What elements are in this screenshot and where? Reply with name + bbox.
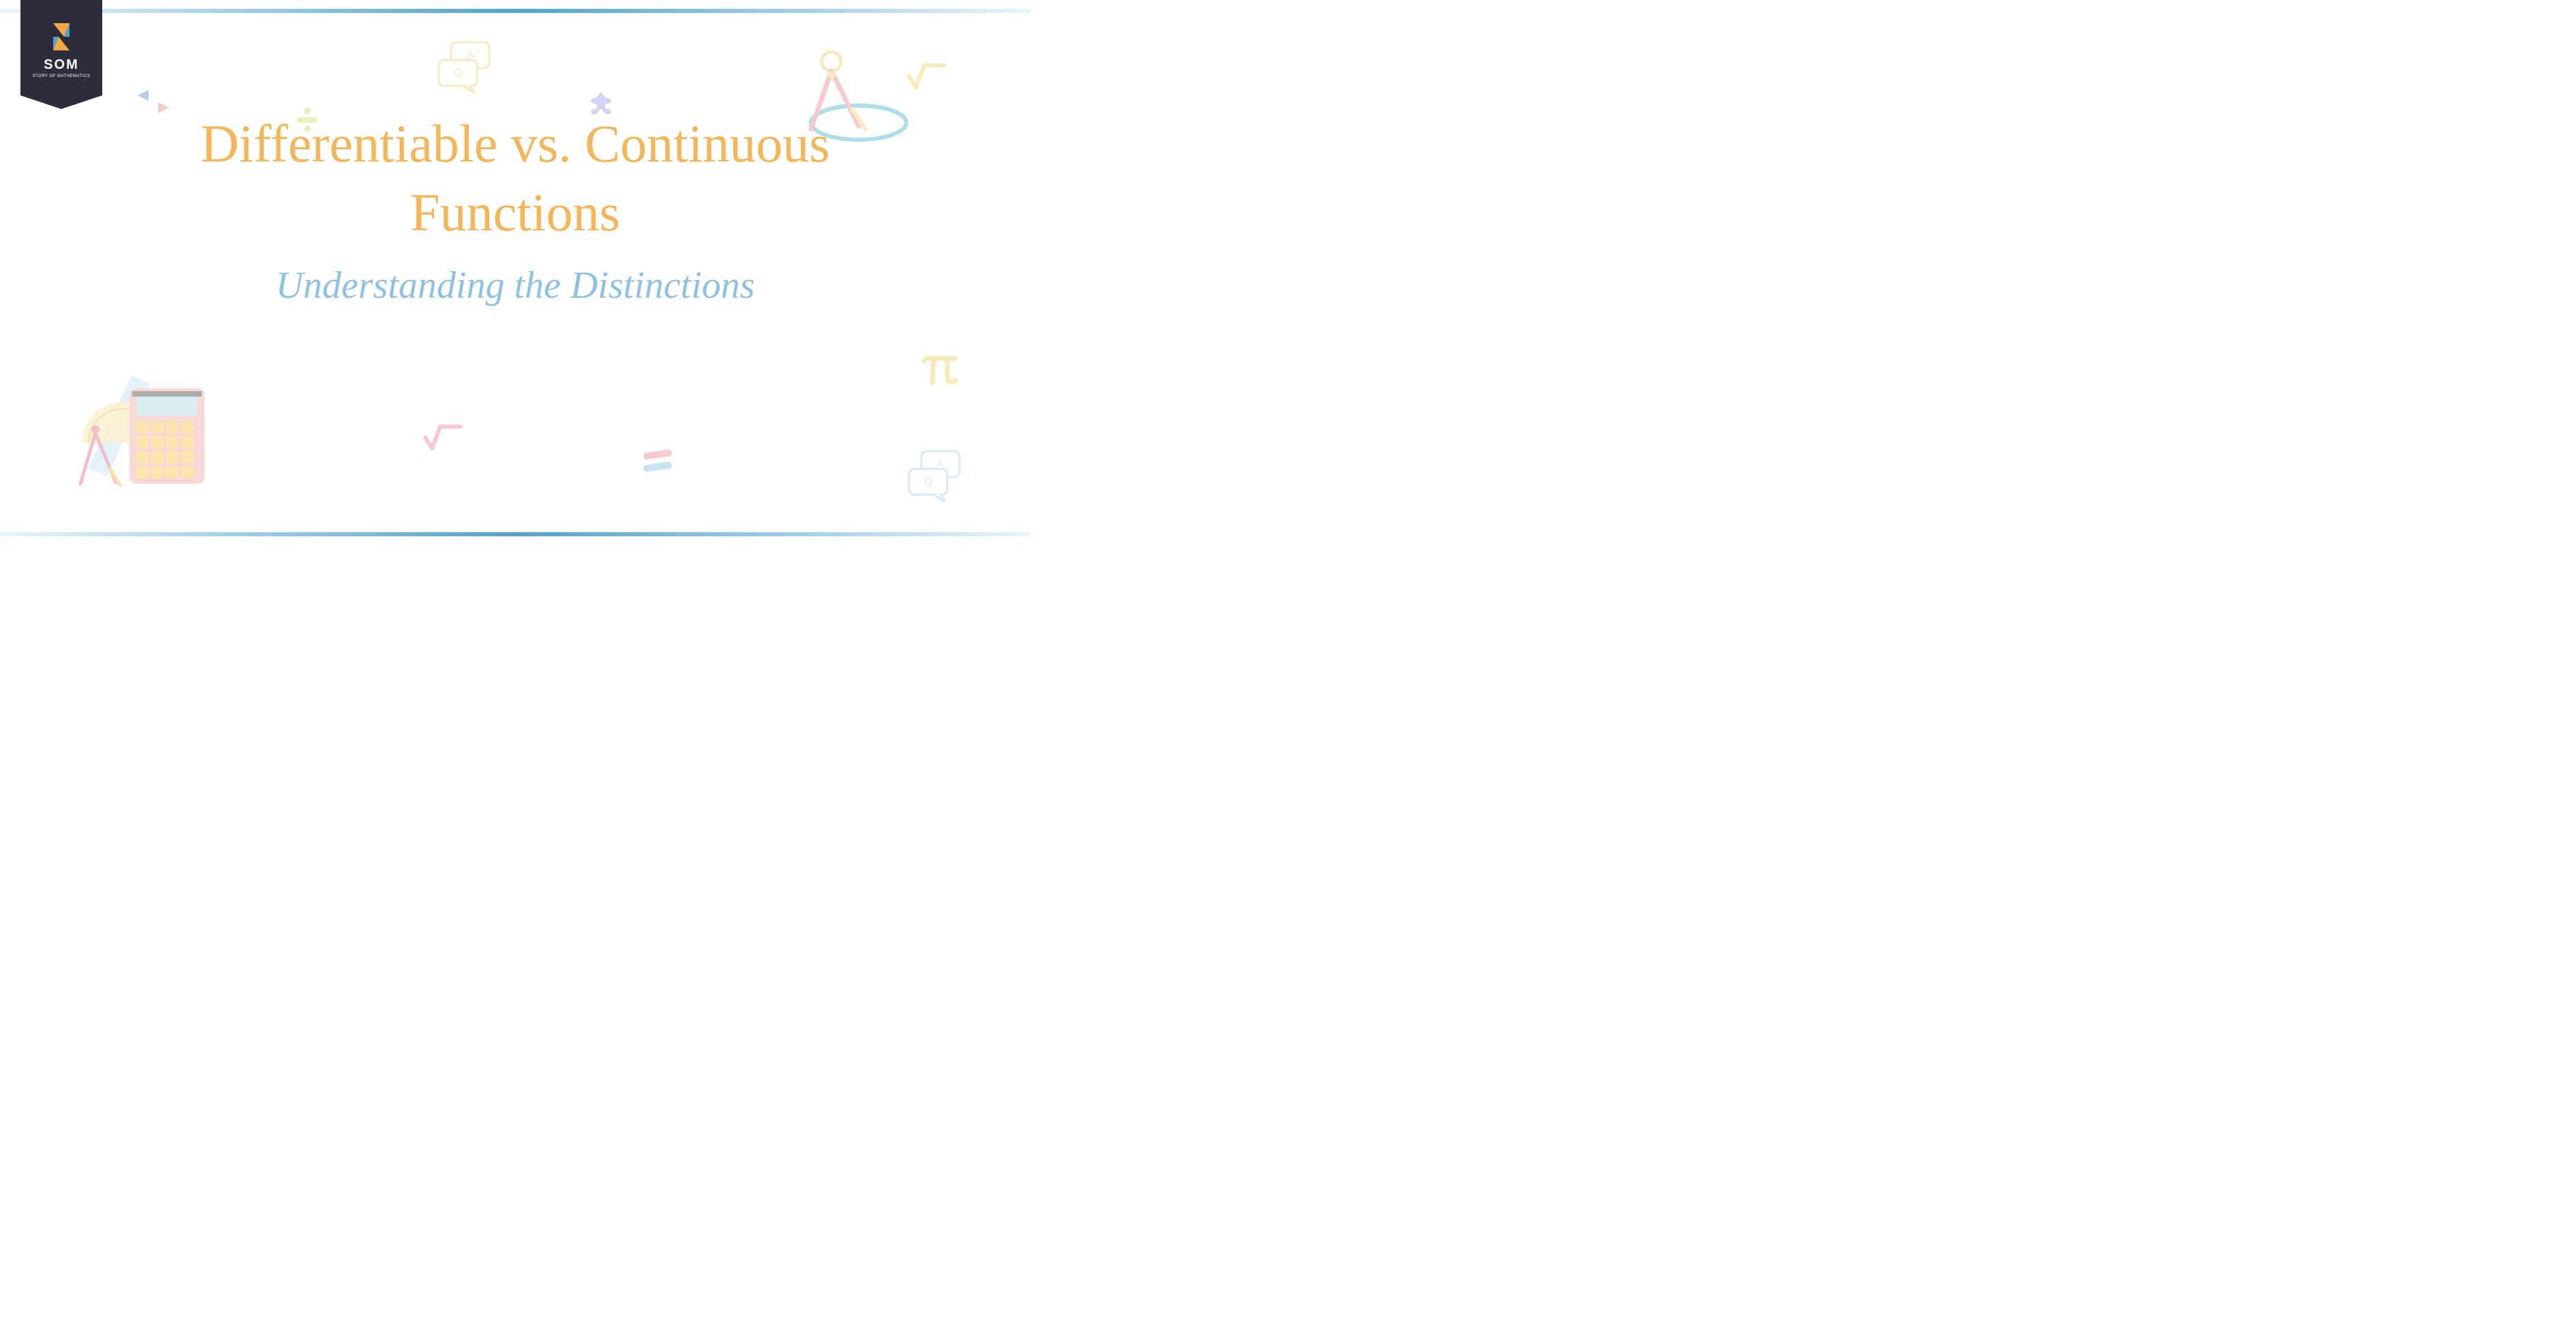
som-badge: SOM STORY OF MATHEMATICS bbox=[20, 0, 102, 95]
divide-icon bbox=[293, 106, 322, 138]
x-mark-icon bbox=[586, 89, 616, 122]
angle-brackets-icon bbox=[136, 89, 170, 119]
calculator-set-icon bbox=[68, 361, 218, 501]
speech-blue-icon: A Q bbox=[906, 450, 968, 508]
title-line-2: Functions bbox=[410, 183, 620, 242]
svg-text:Q: Q bbox=[924, 476, 932, 488]
speech-aq-icon: A Q bbox=[436, 41, 497, 99]
bottom-border bbox=[0, 527, 1030, 532]
badge-subtitle: STORY OF MATHEMATICS bbox=[33, 74, 91, 78]
equals-icon bbox=[641, 450, 675, 476]
sqrt-yellow-icon bbox=[906, 61, 947, 95]
sqrt-pink-icon bbox=[423, 422, 463, 456]
subtitle: Understanding the Distinctions bbox=[0, 264, 1030, 307]
top-border bbox=[0, 4, 1030, 8]
som-logo-icon bbox=[48, 23, 75, 50]
svg-text:Q: Q bbox=[454, 67, 462, 79]
compass-large-icon bbox=[763, 41, 913, 153]
pi-icon bbox=[920, 354, 960, 390]
badge-title: SOM bbox=[44, 57, 79, 73]
